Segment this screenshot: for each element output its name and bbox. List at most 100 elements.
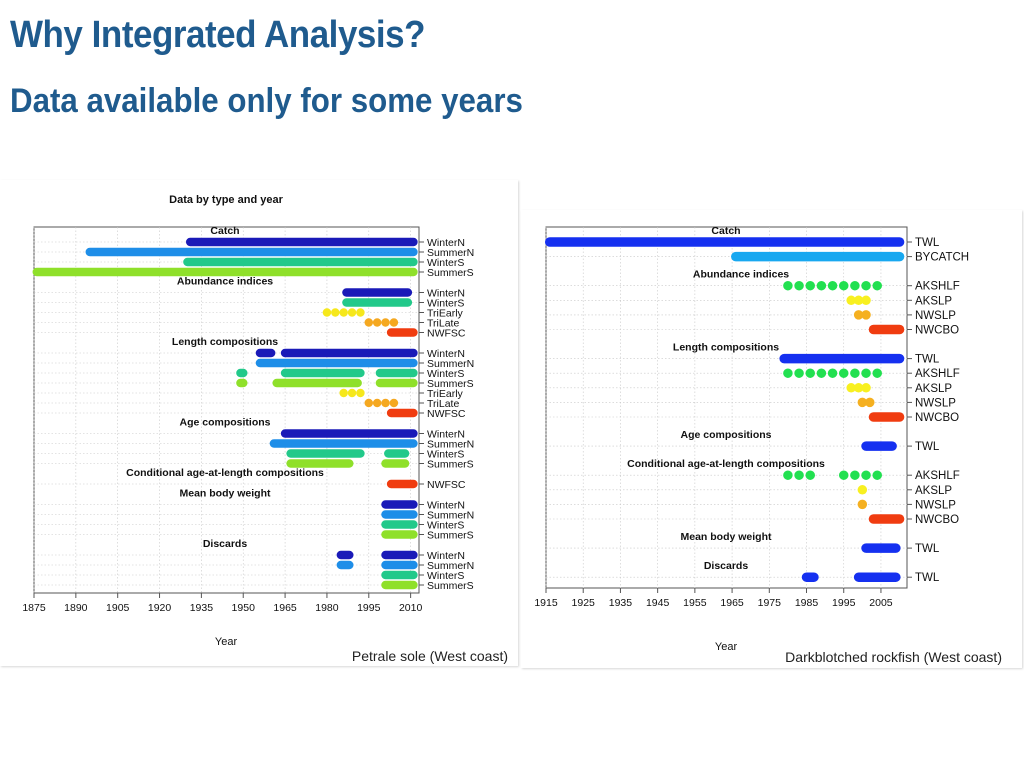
fleet-label: WinterN — [427, 348, 465, 360]
x-tick-label: 1920 — [148, 602, 172, 614]
x-tick-label: 1985 — [795, 597, 819, 609]
data-year-point — [389, 398, 399, 408]
fleet-label: AKSLP — [915, 383, 952, 395]
fleet-label: AKSHLF — [915, 281, 960, 293]
x-tick-label: 1975 — [758, 597, 782, 609]
fleet-label: WinterN — [427, 429, 465, 441]
fleet-label: SummerN — [427, 439, 474, 451]
fleet-label: AKSLP — [915, 485, 952, 497]
slide-title: Why Integrated Analysis? — [10, 14, 426, 56]
fleet-label: NWFSC — [427, 408, 466, 420]
fleet-label: NWSLP — [915, 310, 956, 322]
x-axis-title: Year — [215, 636, 238, 648]
data-year-point — [827, 280, 838, 291]
plot-frame — [545, 226, 908, 589]
data-year-point — [347, 308, 357, 317]
fleet-label: WinterS — [427, 520, 464, 532]
data-type-label: Discards — [203, 538, 248, 550]
fleet-label: NWFSC — [427, 328, 466, 340]
data-year-point — [364, 318, 374, 327]
data-year-point — [872, 470, 882, 480]
data-type-label: Catch — [210, 225, 239, 237]
fleet-label: SummerS — [427, 530, 474, 542]
data-year-point — [861, 280, 871, 291]
x-tick-label: 1875 — [22, 602, 46, 614]
x-tick-label: 2010 — [399, 602, 423, 614]
data-year-point — [838, 368, 849, 378]
fleet-label: AKSLP — [915, 295, 952, 307]
fleet-label: SummerN — [427, 358, 474, 370]
fleet-label: WinterN — [427, 288, 465, 300]
fleet-label: NWCBO — [915, 514, 959, 526]
data-year-point — [783, 470, 793, 480]
fleet-label: WinterN — [427, 500, 465, 512]
data-year-point — [872, 280, 882, 291]
data-year-point — [853, 310, 864, 320]
data-year-point — [356, 308, 365, 317]
data-year-point — [846, 383, 856, 393]
data-year-point — [846, 295, 856, 306]
fleet-label: TWL — [915, 441, 940, 453]
data-year-point — [850, 470, 860, 480]
x-tick-label: 1905 — [106, 602, 130, 614]
data-year-point — [857, 499, 868, 510]
data-year-point — [331, 308, 340, 317]
data-year-point — [816, 280, 827, 291]
fleet-label: WinterN — [427, 237, 465, 249]
fleet-label: WinterN — [427, 550, 465, 562]
data-year-point — [857, 397, 868, 408]
fleet-label: TriEarly — [427, 308, 464, 320]
data-type-label: Abundance indices — [693, 269, 789, 281]
data-type-label: Abundance indices — [177, 276, 273, 288]
darkblotched-rockfish-chart: Catch TWL BYCATCH Abundance indices AKSHLF AK… — [534, 225, 1002, 665]
data-type-label: Age compositions — [179, 417, 270, 429]
data-year-point — [857, 485, 868, 495]
x-tick-label: 1890 — [64, 602, 88, 614]
data-year-point — [805, 470, 815, 480]
fleet-label: TriLate — [427, 398, 459, 410]
data-year-point — [805, 280, 815, 291]
x-tick-label: 1965 — [720, 597, 744, 609]
fleet-label: SummerN — [427, 510, 474, 522]
data-year-point — [381, 398, 390, 408]
data-year-point — [850, 368, 860, 378]
data-type-label: Length compositions — [673, 342, 779, 354]
data-year-point — [838, 470, 849, 480]
x-tick-label: 1925 — [572, 597, 596, 609]
data-year-point — [850, 280, 860, 291]
x-tick-label: 1935 — [190, 602, 214, 614]
data-type-label: Age compositions — [680, 429, 771, 441]
fleet-label: WinterS — [427, 257, 464, 269]
data-year-point — [364, 398, 374, 408]
x-tick-label: 1965 — [273, 602, 297, 614]
fleet-label: TWL — [915, 572, 940, 584]
slide-subtitle: Data available only for some years — [10, 82, 523, 120]
data-year-point — [381, 318, 390, 327]
x-tick-label: 1995 — [832, 597, 856, 609]
data-year-point — [372, 398, 382, 408]
fleet-label: TWL — [915, 354, 940, 366]
fleet-label: WinterS — [427, 298, 464, 310]
species-caption: Petrale sole (West coast) — [352, 648, 508, 664]
x-tick-label: 1915 — [534, 597, 558, 609]
data-year-point — [389, 318, 399, 327]
data-year-point — [372, 318, 382, 327]
chart-title: Data by type and year — [169, 194, 283, 206]
data-year-point — [861, 470, 871, 480]
data-year-point — [783, 368, 793, 378]
data-year-point — [347, 388, 357, 398]
fleet-label: WinterS — [427, 570, 464, 582]
data-year-point — [339, 388, 348, 398]
data-year-point — [322, 308, 332, 317]
x-tick-label: 1955 — [683, 597, 707, 609]
fleet-label: NWCBO — [915, 412, 959, 424]
fleet-label: TWL — [915, 237, 940, 249]
fleet-label: AKSHLF — [915, 368, 960, 380]
fleet-label: TWL — [915, 543, 940, 555]
fleet-label: SummerN — [427, 247, 474, 259]
x-tick-label: 1980 — [315, 602, 339, 614]
fleet-label: NWCBO — [915, 325, 959, 337]
data-year-point — [827, 368, 838, 378]
data-year-point — [838, 280, 849, 291]
fleet-label: NWFSC — [427, 479, 466, 491]
